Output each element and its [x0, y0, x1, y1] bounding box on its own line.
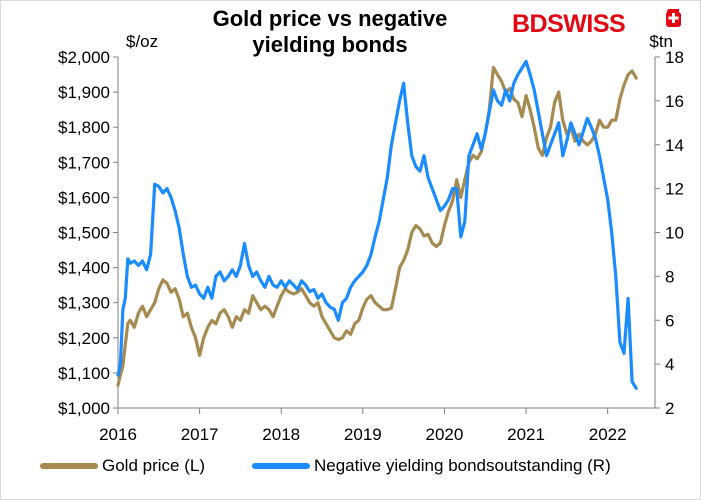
left-tick-label: $1,500 [58, 224, 110, 243]
right-tick-label: 12 [665, 180, 684, 199]
x-tick-label: 2020 [426, 425, 464, 444]
series-layer [116, 59, 638, 390]
left-tick-label: $1,700 [58, 153, 110, 172]
x-tick-label: 2017 [181, 425, 219, 444]
left-tick-label: $1,800 [58, 118, 110, 137]
left-tick-label: $1,400 [58, 259, 110, 278]
axes: $1,000 $1,100 $1,200 $1,300 $1,400 $1,500 $1,6… [58, 48, 684, 444]
left-tick-label: $1,900 [58, 83, 110, 102]
x-tick-label: 2018 [262, 425, 300, 444]
legend-swatch-gold [40, 463, 98, 469]
right-tick-label: 8 [665, 267, 674, 286]
left-tick-label: $1,000 [58, 399, 110, 418]
legend-item-negative-yield: Negative yielding bondsoutstanding (R) [252, 456, 611, 476]
logo-text: BDSWISS [512, 10, 625, 38]
right-tick-label: 16 [665, 92, 684, 111]
chart-title-line-2: yielding bonds [252, 32, 408, 57]
left-axis-unit: $/oz [126, 32, 158, 51]
legend: Gold price (L) Negative yielding bondsou… [40, 456, 700, 482]
left-tick-label: $1,100 [58, 364, 110, 383]
x-tick-label: 2022 [589, 425, 627, 444]
right-tick-label: 14 [665, 136, 684, 155]
series-gold-price [116, 65, 638, 387]
x-tick-label: 2019 [344, 425, 382, 444]
chart-title-line-1: Gold price vs negative [212, 6, 448, 31]
chart-title: Gold price vs negative yielding bonds [190, 6, 470, 58]
legend-label-negative-yield: Negative yielding bondsoutstanding (R) [314, 456, 611, 475]
left-tick-label: $1,600 [58, 188, 110, 207]
left-tick-label: $1,200 [58, 329, 110, 348]
right-tick-label: 18 [665, 48, 684, 67]
right-tick-label: 6 [665, 311, 674, 330]
series-negative-yielding-bonds [116, 59, 638, 390]
left-tick-label: $2,000 [58, 48, 110, 67]
legend-label-gold: Gold price (L) [102, 456, 205, 475]
swiss-cross-icon [666, 9, 681, 27]
right-axis-unit: $tn [649, 32, 673, 51]
x-tick-label: 2016 [99, 425, 137, 444]
legend-swatch-negative-yield [252, 463, 310, 469]
right-tick-label: 2 [665, 399, 674, 418]
x-tick-label: 2021 [507, 425, 545, 444]
bdswiss-logo: BDSWISS [512, 9, 681, 38]
right-tick-label: 10 [665, 224, 684, 243]
legend-item-gold: Gold price (L) [40, 456, 205, 476]
left-tick-label: $1,300 [58, 294, 110, 313]
right-tick-label: 4 [665, 355, 674, 374]
